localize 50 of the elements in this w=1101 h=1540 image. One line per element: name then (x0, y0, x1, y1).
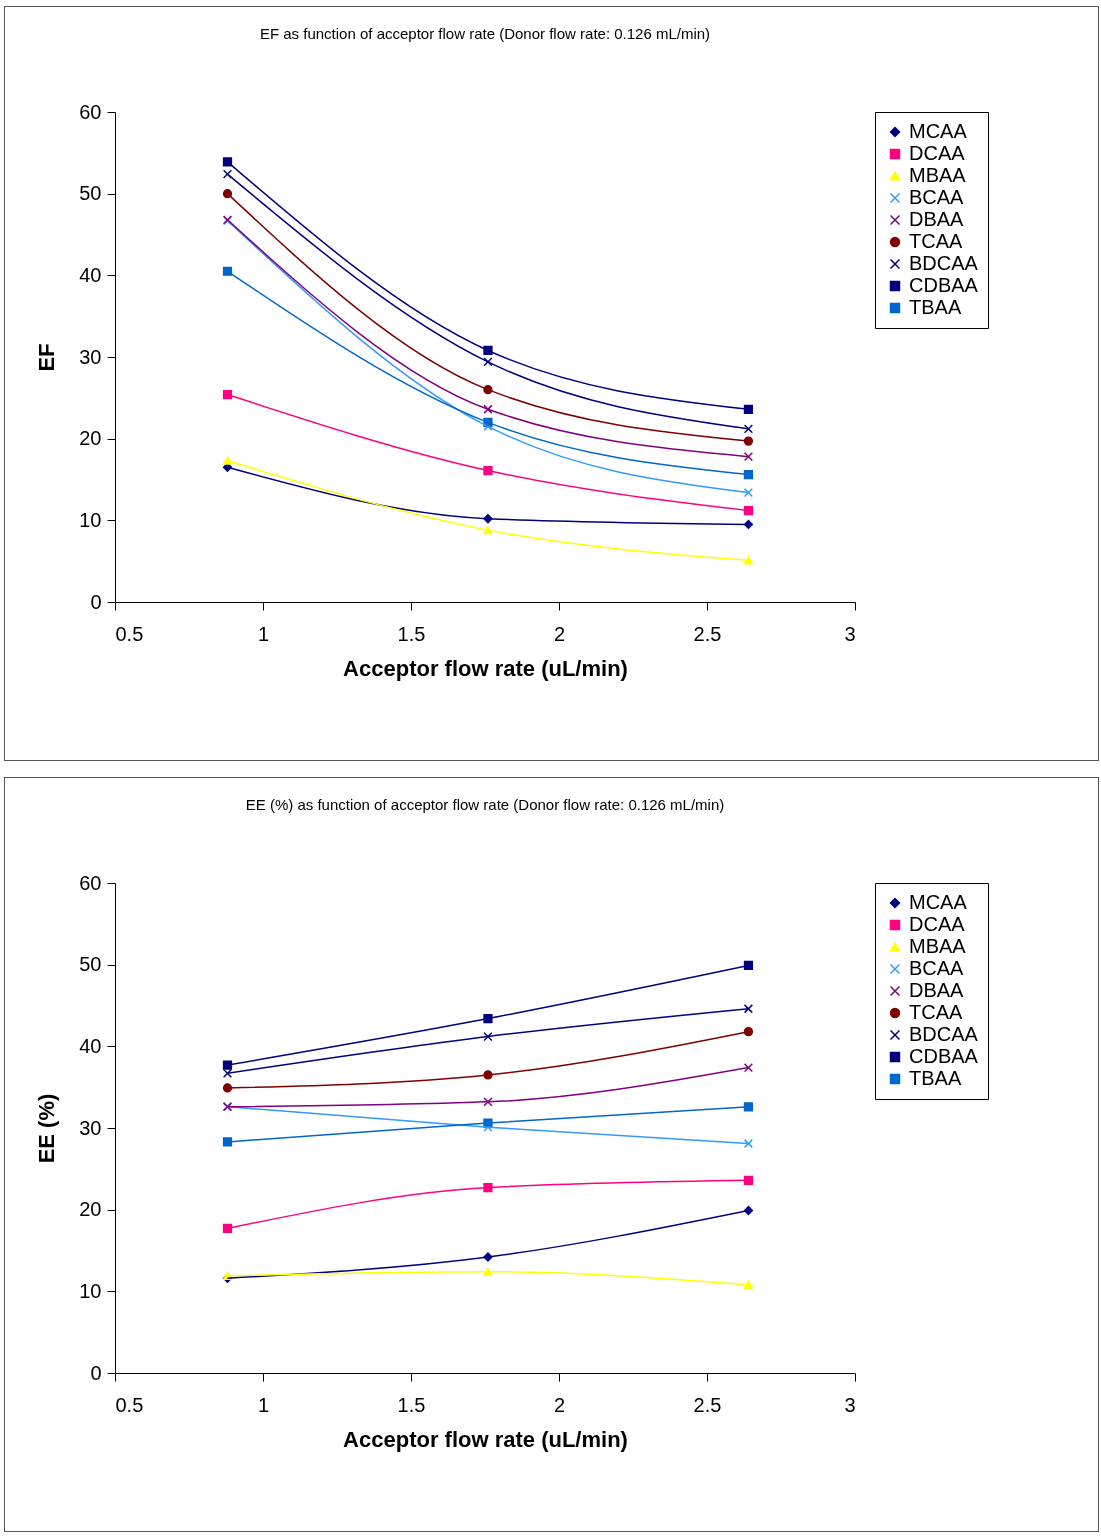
y-tick-label: 30 (79, 1116, 102, 1139)
legend-label: CDBAA (909, 1045, 979, 1067)
x-tick-label: 3 (844, 1393, 856, 1416)
y-tick-label: 50 (79, 953, 102, 976)
y-tick-label: 20 (79, 1198, 102, 1221)
y-tick-label: 60 (79, 871, 102, 894)
y-tick-label: 50 (79, 182, 102, 205)
legend-label: TBAA (909, 296, 962, 318)
x-tick-label: 2 (553, 622, 566, 645)
legend-label: BDCAA (909, 1023, 979, 1045)
legend-label: BCAA (909, 957, 965, 979)
legend-label: DBAA (909, 208, 965, 230)
legend-label: BDCAA (909, 252, 979, 274)
legend-label: DBAA (909, 979, 965, 1001)
x-tick-label: 0.5 (115, 622, 144, 645)
y-tick-label: 40 (79, 263, 102, 286)
legend-label: MBAA (909, 935, 967, 957)
x-tick-label: 3 (844, 622, 856, 645)
legend-label: DCAA (909, 913, 966, 935)
x-tick-label: 2.5 (693, 622, 722, 645)
y-tick-label: 10 (79, 1279, 102, 1302)
y-tick-label: 30 (79, 345, 102, 368)
y-tick-label: 10 (79, 508, 102, 531)
x-tick-label: 0.5 (115, 1393, 144, 1416)
legend-label: MBAA (909, 164, 967, 186)
x-tick-label: 2.5 (693, 1393, 722, 1416)
legend-label: TBAA (909, 1067, 962, 1089)
legend-label: TCAA (909, 230, 963, 252)
legend-label: MCAA (909, 891, 968, 913)
y-axis-title: EF (34, 343, 60, 372)
legend-label: DCAA (909, 142, 966, 164)
x-axis-title: Acceptor flow rate (uL/min) (343, 655, 628, 681)
legend-label: MCAA (909, 120, 968, 142)
y-tick-label: 60 (79, 100, 102, 123)
x-tick-label: 1 (257, 1393, 270, 1416)
x-tick-label: 1.5 (397, 1393, 426, 1416)
x-tick-label: 1.5 (397, 622, 426, 645)
y-axis-title: EE (%) (34, 1093, 60, 1164)
legend-label: CDBAA (909, 274, 979, 296)
legend-label: BCAA (909, 186, 965, 208)
y-tick-label: 0 (90, 590, 102, 613)
x-tick-label: 2 (553, 1393, 566, 1416)
legend-label: TCAA (909, 1001, 963, 1023)
y-tick-label: 20 (79, 427, 102, 450)
chart-title: EE (%) as function of acceptor flow rate (Donor flow rate: 0.126 mL/min) (245, 796, 725, 813)
y-tick-label: 40 (79, 1034, 102, 1057)
x-tick-label: 1 (257, 622, 270, 645)
y-tick-label: 0 (90, 1361, 102, 1384)
chart-title: EF as function of acceptor flow rate (Donor flow rate: 0.126 mL/min) (259, 25, 711, 42)
x-axis-title: Acceptor flow rate (uL/min) (343, 1426, 628, 1452)
